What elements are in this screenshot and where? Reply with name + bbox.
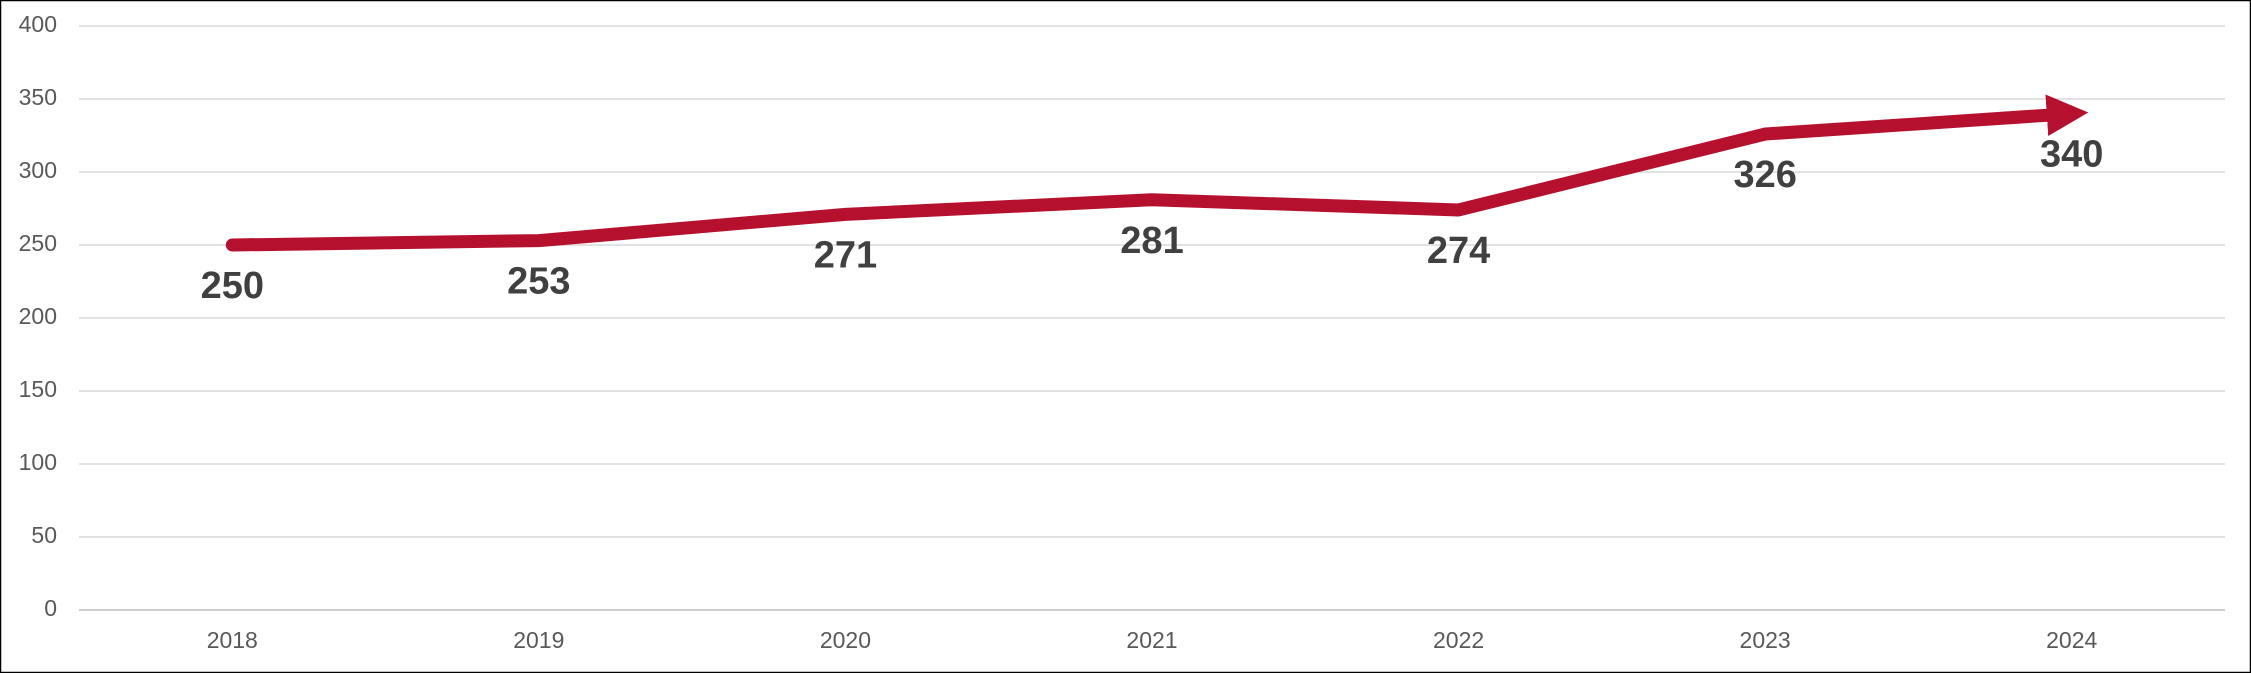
y-tick-label: 350	[19, 84, 57, 110]
y-tick-label: 250	[19, 230, 57, 256]
y-tick-label: 300	[19, 157, 57, 183]
x-tick-label: 2023	[1740, 627, 1791, 653]
y-tick-label: 150	[19, 376, 57, 402]
data-line	[225, 94, 2089, 252]
data-label: 253	[507, 261, 570, 303]
y-tick-label: 0	[44, 595, 57, 621]
y-tick-label: 400	[19, 11, 57, 37]
data-label: 326	[1733, 154, 1796, 196]
x-tick-label: 2021	[1126, 627, 1177, 653]
data-label: 340	[2040, 134, 2103, 176]
x-tick-label: 2020	[820, 627, 871, 653]
x-tick-label: 2019	[513, 627, 564, 653]
y-tick-label: 50	[31, 522, 57, 548]
x-tick-label: 2018	[207, 627, 258, 653]
x-tick-label: 2022	[1433, 627, 1484, 653]
data-label: 274	[1427, 230, 1490, 272]
data-label: 250	[201, 265, 264, 307]
y-tick-label: 100	[19, 449, 57, 475]
data-label: 271	[814, 234, 877, 276]
y-tick-label: 200	[19, 303, 57, 329]
x-tick-label: 2024	[2046, 627, 2097, 653]
data-label: 281	[1120, 220, 1183, 262]
